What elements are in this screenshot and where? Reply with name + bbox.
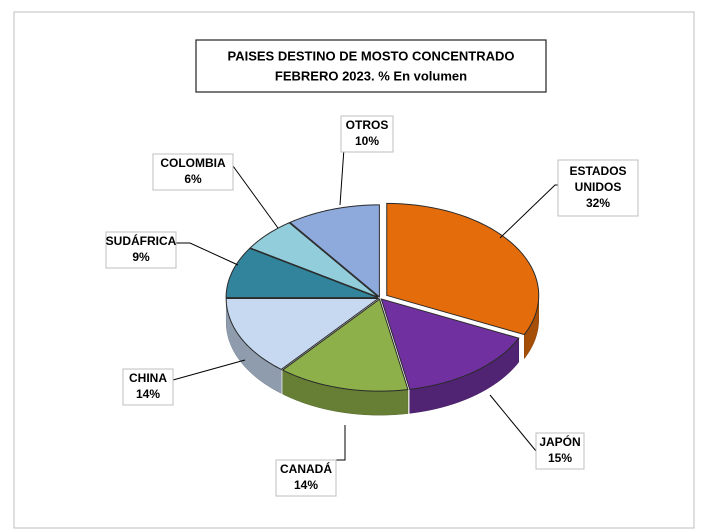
leader-line (499, 184, 558, 239)
data-label-line: UNIDOS (575, 180, 622, 194)
leader-line (172, 359, 246, 381)
value-label: 15% (548, 451, 572, 465)
leader-line (232, 165, 279, 229)
data-label: CANADÁ (280, 461, 332, 476)
label-box (275, 459, 337, 497)
data-label-line: ESTADOS (569, 164, 626, 178)
leader-line (336, 425, 346, 461)
slice (225, 298, 380, 370)
slice (249, 222, 379, 298)
label-box (152, 153, 234, 191)
value-label: 14% (294, 478, 318, 492)
value-label: 6% (184, 172, 202, 186)
value-label: 9% (132, 250, 150, 264)
value-label: 14% (136, 387, 160, 401)
title-box (195, 39, 547, 93)
label-box (340, 115, 394, 153)
label-box (122, 368, 174, 406)
leader-line (176, 242, 239, 266)
data-label: COLOMBIA (160, 156, 226, 170)
slice (281, 298, 409, 392)
value-label: 10% (355, 134, 379, 148)
data-label: CHINA (129, 371, 167, 385)
leader-line (489, 394, 537, 452)
slice (225, 247, 379, 299)
chart-title: PAISES DESTINO DE MOSTO CONCENTRADO (228, 48, 515, 63)
label-box (557, 159, 639, 217)
data-label: OTROS (346, 118, 389, 132)
slice-tops (225, 202, 540, 392)
slice (289, 204, 380, 298)
data-label: ESTADOS UNIDOS (569, 164, 626, 194)
value-label: 32% (586, 196, 610, 210)
data-label: JAPÓN (539, 434, 580, 449)
chart-title: FEBRERO 2023. % En volumen (275, 68, 467, 83)
label-box (105, 231, 177, 269)
slice (380, 298, 520, 390)
data-label: SUDÁFRICA (106, 233, 177, 248)
label-box (535, 432, 585, 470)
slice (386, 202, 540, 336)
